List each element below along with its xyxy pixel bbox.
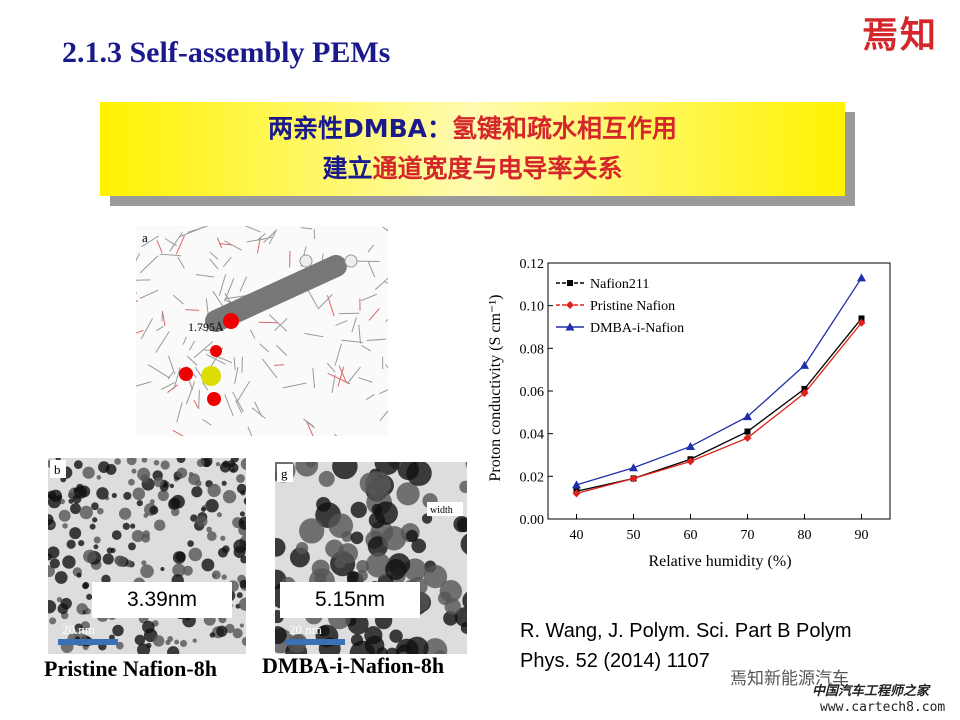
watermark-url: www.cartech8.com xyxy=(820,700,946,715)
panel-label: b xyxy=(54,462,61,477)
panel-bg xyxy=(277,464,293,482)
banner-line: 建立通道宽度与电导率关系 xyxy=(100,149,845,189)
marker xyxy=(565,322,575,331)
scale-label: 20 nm xyxy=(62,622,95,637)
marker xyxy=(857,273,866,282)
x-axis-label: Relative humidity (%) xyxy=(648,553,791,570)
caption: DMBA-i-Nafion-8h xyxy=(262,653,445,678)
marker-label: width xyxy=(430,505,453,516)
chart: Proton conductivity (S cm⁻¹) Relative hu… xyxy=(487,257,891,570)
banner-text: 氢键和疏水相互作用 xyxy=(452,114,678,143)
legend-label: DMBA-i-Nafion xyxy=(590,321,684,336)
width-box: 3.39nm xyxy=(92,582,232,618)
slide-title: 2.1.3 Self-assembly PEMs xyxy=(62,36,391,69)
width-box: 5.15nm xyxy=(280,582,420,618)
marker xyxy=(800,360,809,369)
width-label: 5.15nm xyxy=(314,588,386,611)
molecule-image: a 1.795Å xyxy=(136,226,388,436)
y-tick-label: 0.04 xyxy=(520,428,545,443)
panel-label: a xyxy=(142,230,148,245)
legend-label: Nafion211 xyxy=(590,277,649,292)
x-tick-label: 50 xyxy=(627,528,641,543)
marker xyxy=(572,480,581,489)
x-tick-label: 80 xyxy=(798,528,812,543)
watermark-site: 中国汽车工程师之家 xyxy=(812,684,930,699)
y-tick-label: 0.00 xyxy=(520,513,545,528)
marker xyxy=(686,457,695,466)
banner-line: 两亲性DMBA：氢键和疏水相互作用 xyxy=(100,109,845,149)
molecule xyxy=(179,254,358,406)
panel-label: g xyxy=(281,466,288,481)
tem-image: b 20 nm xyxy=(48,458,246,654)
y-tick-label: 0.06 xyxy=(520,385,545,400)
x-tick-label: 70 xyxy=(741,528,755,543)
marker-bg xyxy=(427,502,463,516)
marker xyxy=(857,318,866,327)
banner-text: 通道宽度与电导率关系 xyxy=(372,154,623,183)
distance-label: 1.795Å xyxy=(188,320,224,334)
logo: 焉知 xyxy=(861,15,938,56)
marker xyxy=(629,474,638,483)
width-label: 3.39nm xyxy=(126,588,198,611)
scale-label: 20 nm xyxy=(289,622,322,637)
marker xyxy=(743,433,752,442)
marker xyxy=(629,463,638,472)
watermark: 焉知新能源汽车 xyxy=(730,664,849,689)
y-tick-label: 0.10 xyxy=(520,300,545,315)
marker xyxy=(566,301,574,309)
caption: Pristine Nafion-8h xyxy=(44,656,217,681)
x-tick-label: 90 xyxy=(855,528,869,543)
wireframe xyxy=(136,226,388,436)
marker xyxy=(567,280,573,286)
legend-label: Pristine Nafion xyxy=(590,299,675,314)
marker xyxy=(572,489,581,498)
series-line xyxy=(576,322,863,495)
marker xyxy=(801,385,808,392)
marker xyxy=(686,441,695,450)
banner-text: 两亲性DMBA： xyxy=(267,114,453,143)
marker xyxy=(858,315,865,322)
marker xyxy=(743,412,752,421)
panel-bg xyxy=(50,460,66,478)
marker xyxy=(744,428,751,435)
y-tick-label: 0.08 xyxy=(520,342,545,357)
y-axis-label: Proton conductivity (S cm⁻¹) xyxy=(487,295,504,482)
x-tick-label: 60 xyxy=(684,528,698,543)
x-tick-label: 40 xyxy=(570,528,584,543)
y-tick-label: 0.12 xyxy=(520,257,545,272)
series-line xyxy=(576,277,863,486)
scale-bar xyxy=(285,639,345,645)
watermark-account: 焉知新能源汽车 xyxy=(730,669,849,688)
banner-text: 建立 xyxy=(322,154,373,183)
reference: R. Wang, J. Polym. Sci. Part B Polym Phys… xyxy=(520,616,852,676)
banner: 两亲性DMBA：氢键和疏水相互作用 建立通道宽度与电导率关系 xyxy=(100,102,845,196)
tem-image: g width 20 nm xyxy=(275,462,467,654)
marker xyxy=(800,389,809,398)
reference-line: R. Wang, J. Polym. Sci. Part B Polym xyxy=(520,620,852,642)
y-tick-label: 0.02 xyxy=(520,470,545,485)
reference-line: Phys. 52 (2014) 1107 xyxy=(520,650,710,672)
scale-bar xyxy=(58,639,118,645)
